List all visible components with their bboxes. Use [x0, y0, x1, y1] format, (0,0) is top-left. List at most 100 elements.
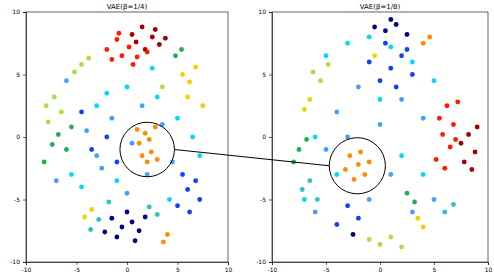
scatter-point — [109, 57, 114, 62]
scatter-point — [334, 110, 339, 115]
scatter-point — [155, 95, 160, 100]
scatter-point — [175, 116, 180, 121]
tick-mark — [269, 262, 272, 263]
tick: 0 — [379, 262, 383, 273]
scatter-point — [137, 141, 142, 146]
scatter-point — [185, 187, 190, 192]
scatter-point — [394, 85, 399, 90]
scatter-point — [155, 157, 160, 162]
scatter-point — [143, 215, 148, 220]
scatter-point — [442, 210, 447, 215]
scatter-point — [120, 225, 125, 230]
scatter-point — [155, 212, 160, 217]
scatter-point — [334, 222, 339, 227]
y-axis: -10-50510 — [10, 8, 26, 265]
scatter-point — [104, 135, 109, 140]
scatter-point — [59, 110, 64, 115]
scatter-point — [378, 78, 383, 83]
scatter-point — [326, 62, 331, 67]
tick-label: 5 — [16, 71, 20, 78]
scatter-point — [46, 120, 51, 125]
tick: -5 — [74, 262, 80, 273]
scatter-point — [175, 203, 180, 208]
scatter-point — [64, 147, 69, 152]
scatter-point — [135, 127, 140, 132]
tick: -10 — [268, 262, 278, 273]
tick-label: 5 — [433, 266, 437, 273]
scatter-point — [50, 142, 55, 147]
scatter-point — [187, 80, 192, 85]
scatter-point — [190, 135, 195, 140]
scatter-point — [405, 32, 410, 37]
scatter-point — [421, 225, 426, 230]
tick: 5 — [262, 71, 272, 78]
x-axis: -10-50510 — [22, 262, 233, 273]
scatter-point — [448, 145, 453, 150]
scatter-point — [173, 53, 178, 58]
scatter-point — [383, 41, 388, 46]
scatter-point — [109, 116, 114, 121]
scatter-point — [54, 178, 59, 183]
scatter-point — [473, 150, 478, 155]
scatter-point — [356, 85, 361, 90]
scatter-point — [96, 217, 101, 222]
scatter-point — [180, 172, 185, 177]
scatter-point — [399, 245, 404, 250]
scatter-point — [445, 103, 450, 108]
scatter-point — [187, 210, 192, 215]
tick-label: 0 — [379, 266, 383, 273]
scatter-point — [367, 35, 372, 40]
scatter-point — [86, 56, 91, 61]
scatter-point — [362, 172, 367, 177]
scatter-point — [125, 85, 130, 90]
scatter-point — [415, 216, 420, 221]
scatter-point — [180, 72, 185, 77]
scatter-point — [125, 191, 130, 196]
scatter-point — [160, 85, 165, 90]
scatter-point — [130, 32, 135, 37]
scatter-point — [343, 167, 348, 172]
tick-mark — [23, 137, 26, 138]
scatter-point — [297, 147, 302, 152]
scatter-point — [140, 153, 145, 158]
tick-mark — [23, 262, 26, 263]
scatter-point — [437, 116, 442, 121]
scatter-point — [432, 78, 437, 83]
scatter-point — [399, 97, 404, 102]
tick-mark — [23, 200, 26, 201]
scatter-point — [351, 232, 356, 237]
tick-label: 0 — [262, 133, 266, 140]
tick: 5 — [176, 262, 180, 273]
scatter-point — [115, 160, 120, 165]
tick-label: 5 — [262, 71, 266, 78]
tick: 0 — [262, 133, 272, 140]
tick-mark — [23, 75, 26, 76]
plot-frame — [272, 12, 488, 262]
scatter-point — [106, 200, 111, 205]
scatter-point — [421, 172, 426, 177]
scatter-point — [79, 185, 84, 190]
scatter-point — [324, 53, 329, 58]
scatter-point — [115, 235, 120, 240]
scatter-point — [378, 242, 383, 247]
scatter-point — [388, 172, 393, 177]
scatter-point — [102, 230, 107, 235]
scatter-point — [130, 220, 135, 225]
scatter-point — [345, 41, 350, 46]
tick-label: 0 — [16, 133, 20, 140]
scatter-point — [388, 235, 393, 240]
scatter-point — [302, 107, 307, 112]
scatter-point — [307, 97, 312, 102]
scatter-point — [153, 125, 158, 130]
scatter-point — [388, 45, 393, 50]
scatter-point — [434, 157, 439, 162]
scatter-point — [120, 53, 125, 58]
tick-label: -10 — [268, 266, 278, 273]
scatter-point — [324, 147, 329, 152]
scatter-point — [135, 55, 140, 60]
scatter-point — [459, 141, 464, 146]
scatter-point — [82, 215, 87, 220]
scatter-point — [150, 35, 155, 40]
scatter-point — [134, 40, 139, 45]
tick-mark — [434, 262, 435, 265]
